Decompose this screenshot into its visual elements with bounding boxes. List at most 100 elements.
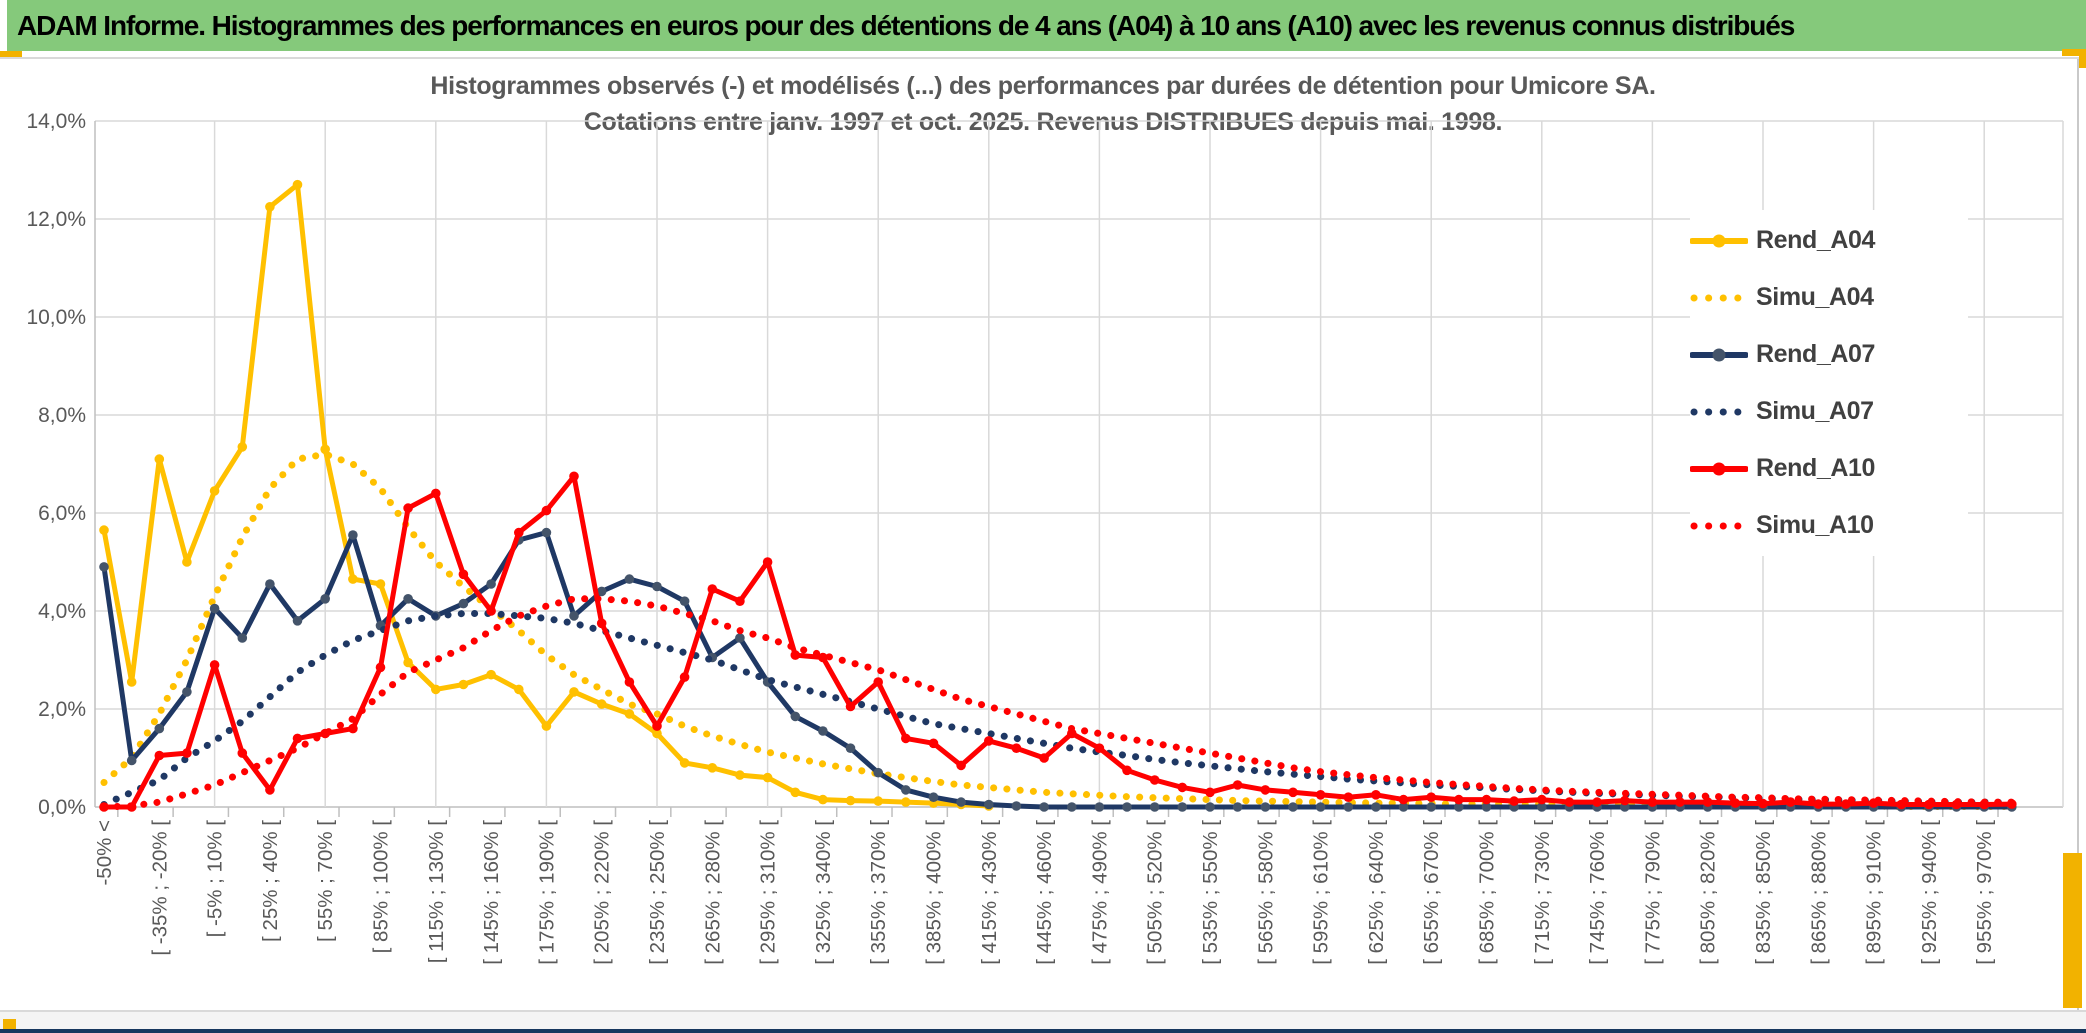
legend-item-Rend_A10[interactable]: Rend_A10 bbox=[1690, 440, 1968, 497]
series-Rend_A04-marker bbox=[652, 728, 662, 739]
series-Rend_A10-marker bbox=[375, 662, 386, 673]
x-tick-label: [ 595% ; 610% [ bbox=[1310, 820, 1333, 965]
x-tick-label: [ 55% ; 70% [ bbox=[314, 820, 337, 942]
series-Rend_A04-marker bbox=[707, 763, 718, 773]
x-tick-label: [ 565% ; 580% [ bbox=[1254, 820, 1277, 965]
x-tick-label: [ 505% ; 520% [ bbox=[1144, 820, 1167, 965]
series-Rend_A04-marker bbox=[375, 579, 386, 589]
series-Rend_A07-marker bbox=[541, 527, 552, 538]
x-tick-label: [ 175% ; 190% [ bbox=[535, 820, 558, 965]
series-Rend_A10-marker bbox=[154, 750, 165, 761]
legend-item-Simu_A04[interactable]: Simu_A04 bbox=[1690, 269, 1968, 326]
series-Rend_A10-marker bbox=[1758, 798, 1768, 809]
legend-item-Simu_A07[interactable]: Simu_A07 bbox=[1690, 383, 1968, 440]
x-tick-label: [ 265% ; 280% [ bbox=[701, 820, 724, 965]
series-Rend_A10-marker bbox=[1564, 797, 1575, 807]
series-Rend_A04-marker bbox=[209, 486, 220, 496]
series-Rend_A07-marker bbox=[126, 755, 137, 766]
series-Rend_A10-marker bbox=[431, 488, 441, 499]
legend-label: Rend_A04 bbox=[1756, 226, 1876, 254]
series-Rend_A07-marker bbox=[1371, 802, 1381, 812]
series-Rend_A07-marker bbox=[735, 633, 745, 643]
series-Rend_A10-marker bbox=[348, 723, 358, 734]
header-divider bbox=[0, 57, 2086, 59]
series-Rend_A04-marker bbox=[237, 442, 248, 452]
series-Rend_A10-marker bbox=[569, 471, 579, 482]
series-Rend_A10-marker bbox=[1813, 799, 1824, 809]
series-Rend_A10-marker bbox=[1426, 792, 1436, 802]
x-tick-label: [ 535% ; 550% [ bbox=[1199, 820, 1222, 965]
series-Rend_A10-marker bbox=[901, 733, 911, 744]
series-Rend_A10-marker bbox=[845, 701, 856, 712]
series-Rend_A07-marker bbox=[1343, 802, 1354, 812]
series-Rend_A07-marker bbox=[873, 767, 883, 778]
legend-item-Simu_A10[interactable]: Simu_A10 bbox=[1690, 497, 1968, 554]
series-Rend_A07-marker bbox=[901, 785, 911, 795]
series-Rend_A07-marker bbox=[182, 687, 192, 697]
chart-legend: Rend_A04 Simu_A04 Rend_A07 Simu_A07 Rend_A10… bbox=[1690, 210, 1968, 556]
x-tick-label: [ 835% ; 850% [ bbox=[1752, 820, 1775, 965]
series-Rend_A10-marker bbox=[818, 652, 828, 663]
x-tick-label: [ 355% ; 370% [ bbox=[867, 820, 890, 965]
series-Rend_A10-marker bbox=[486, 606, 496, 616]
series-Rend_A07-marker bbox=[790, 711, 801, 722]
sheet-title-bar: ADAM Informe. Histogrammes des performan… bbox=[7, 0, 2086, 51]
series-Rend_A04-marker bbox=[790, 787, 801, 798]
series-Simu_A04-line bbox=[100, 450, 2016, 810]
legend-solid-sample bbox=[1690, 462, 1748, 475]
series-Rend_A04-marker bbox=[182, 557, 192, 567]
x-tick-label: [ -35% ; -20% [ bbox=[148, 820, 171, 956]
x-tick-label: [ -5% ; 10% [ bbox=[204, 820, 227, 938]
legend-label: Rend_A07 bbox=[1756, 340, 1876, 368]
series-Rend_A04-marker bbox=[873, 796, 883, 806]
series-Rend_A07-marker bbox=[1537, 802, 1547, 812]
series-Rend_A07-marker bbox=[154, 723, 165, 734]
y-tick-label: 8,0% bbox=[38, 404, 86, 427]
x-tick-label: [ 475% ; 490% [ bbox=[1088, 820, 1111, 965]
series-Rend_A04-marker bbox=[541, 721, 552, 731]
series-Rend_A04-marker bbox=[126, 677, 137, 687]
legend-solid-sample bbox=[1690, 348, 1748, 361]
series-Rend_A07-marker bbox=[624, 574, 635, 584]
series-Rend_A07-marker bbox=[956, 797, 966, 807]
x-tick-label: [ 145% ; 160% [ bbox=[480, 820, 503, 965]
series-Rend_A04-marker bbox=[486, 669, 496, 680]
y-tick-label: 12,0% bbox=[26, 208, 86, 231]
series-Rend_A10-marker bbox=[984, 736, 994, 746]
series-Rend_A10-marker bbox=[1011, 743, 1022, 753]
series-Rend_A10-marker bbox=[928, 738, 939, 749]
series-Rend_A07-marker bbox=[265, 579, 275, 589]
series-Rend_A10-marker bbox=[1149, 775, 1160, 785]
x-tick-label: [ 295% ; 310% [ bbox=[757, 820, 780, 965]
series-Rend_A07-marker bbox=[652, 581, 662, 592]
x-tick-label: [ 85% ; 100% [ bbox=[370, 820, 393, 954]
series-Rend_A10-marker bbox=[652, 721, 662, 731]
series-Rend_A10-marker bbox=[403, 503, 413, 513]
series-Rend_A07-marker bbox=[486, 579, 496, 589]
series-Rend_A07-marker bbox=[1426, 802, 1436, 812]
series-Rend_A10-marker bbox=[265, 785, 275, 795]
x-tick-label: [ 775% ; 790% [ bbox=[1641, 820, 1664, 965]
series-Rend_A04-marker bbox=[99, 525, 109, 535]
legend-dotted-sample bbox=[1690, 294, 1748, 301]
series-Rend_A10-marker bbox=[1702, 797, 1713, 807]
series-Rend_A07-marker bbox=[1454, 802, 1464, 812]
right-selection-handle bbox=[2063, 853, 2082, 1008]
series-Rend_A07-line bbox=[101, 530, 2012, 810]
series-Rend_A04-marker bbox=[458, 679, 469, 690]
series-Rend_A10-marker bbox=[1205, 787, 1215, 798]
series-Rend_A10-marker bbox=[1177, 782, 1188, 793]
series-Rend_A10-marker bbox=[237, 748, 248, 758]
series-Rend_A10-marker bbox=[1537, 794, 1547, 805]
series-Rend_A10-marker bbox=[1371, 790, 1381, 800]
series-Rend_A10-marker bbox=[1094, 743, 1105, 753]
series-Rend_A07-marker bbox=[1398, 802, 1409, 812]
series-Rend_A04-marker bbox=[845, 795, 856, 806]
y-tick-label: 6,0% bbox=[38, 502, 86, 525]
legend-item-Rend_A07[interactable]: Rend_A07 bbox=[1690, 326, 1968, 383]
legend-item-Rend_A04[interactable]: Rend_A04 bbox=[1690, 212, 1968, 269]
series-Rend_A10-marker bbox=[790, 650, 801, 660]
series-Rend_A04-marker bbox=[596, 699, 607, 709]
x-tick-label: [ 625% ; 640% [ bbox=[1365, 820, 1388, 965]
